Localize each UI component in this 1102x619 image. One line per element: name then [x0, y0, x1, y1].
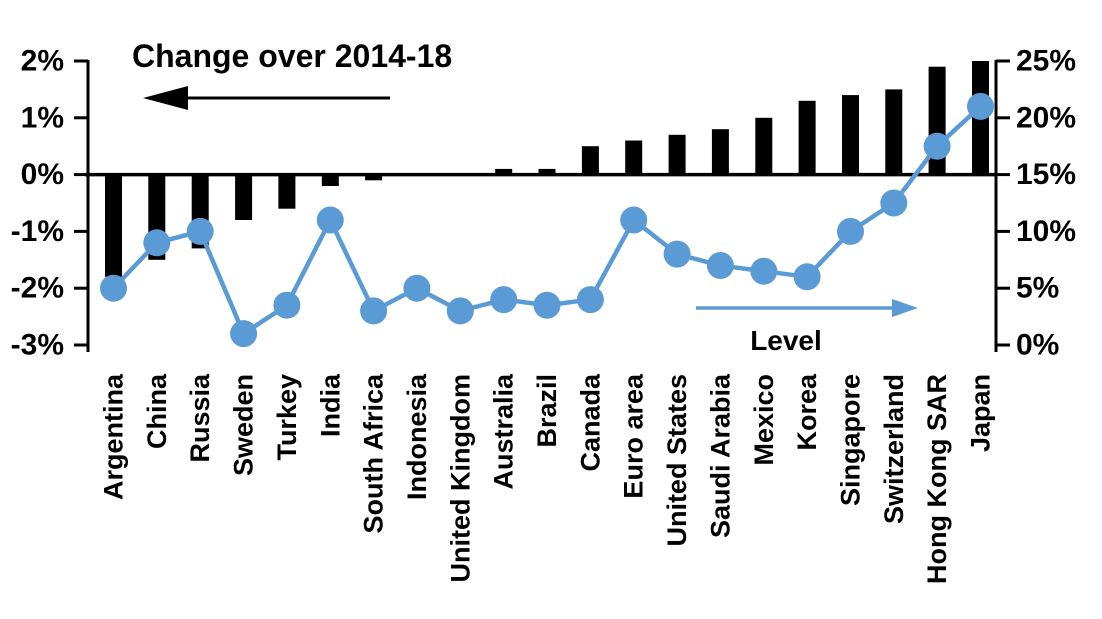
bar-argentina	[105, 174, 122, 277]
category-label-united-states: United States	[662, 374, 692, 547]
category-label-hong-kong-sar: Hong Kong SAR	[922, 374, 952, 584]
right-arrow-icon	[892, 299, 918, 317]
bar-korea	[798, 100, 816, 175]
level-marker-argentina	[100, 274, 127, 302]
left-axis-tick-label: 1%	[21, 101, 64, 134]
bar-brazil	[538, 168, 556, 175]
category-label-saudi-arabia: Saudi Arabia	[705, 373, 735, 538]
category-label-china: China	[142, 373, 172, 449]
category-label-australia: Australia	[489, 373, 519, 490]
level-marker-australia	[490, 286, 518, 314]
left-axis-tick-label: -2%	[11, 272, 64, 305]
level-marker-sweden	[230, 320, 258, 348]
category-labels-group: Argentina China Russia Sweden Turkey India Sou…	[99, 373, 996, 584]
right-axis-tick-label: 20%	[1016, 101, 1076, 134]
bar-turkey	[278, 174, 296, 209]
bar-sweden	[235, 174, 253, 220]
level-marker-mexico	[750, 257, 778, 285]
category-label-south-africa: South Africa	[359, 373, 389, 533]
category-label-indonesia: Indonesia	[402, 373, 432, 500]
level-marker-turkey	[273, 291, 301, 319]
category-label-india: India	[315, 373, 345, 437]
bar-singapore	[842, 95, 859, 175]
level-marker-singapore	[837, 217, 864, 245]
category-label-united-kingdom: United Kingdom	[445, 374, 475, 582]
bar-canada	[581, 146, 599, 175]
level-marker-canada	[576, 286, 604, 314]
line-series-group	[100, 92, 994, 348]
right-axis-tick-label: 5%	[1016, 272, 1059, 305]
right-axis-tick-label: 25%	[1016, 45, 1076, 78]
category-label-mexico: Mexico	[749, 374, 779, 466]
left-axis-tick-label: 0%	[21, 158, 64, 191]
line-series-annotation-label: Level	[750, 325, 822, 356]
left-axis-tick-label: -3%	[11, 329, 64, 362]
level-marker-saudi-arabia	[706, 252, 734, 279]
level-marker-indonesia	[403, 274, 431, 302]
level-marker-united-kingdom	[446, 297, 474, 325]
level-marker-switzerland	[880, 189, 908, 217]
right-axis-tick-label: 0%	[1016, 329, 1059, 362]
category-label-switzerland: Switzerland	[879, 374, 909, 524]
bar-switzerland	[885, 89, 903, 175]
bar-mexico	[755, 117, 773, 175]
right-axis-tick-label: 10%	[1016, 215, 1076, 248]
level-marker-south-africa	[360, 297, 388, 325]
level-marker-china	[143, 229, 171, 257]
bar-series-annotation-label: Change over 2014-18	[132, 38, 452, 74]
level-marker-united-states	[663, 240, 691, 268]
category-label-argentina: Argentina	[99, 373, 129, 500]
axes-group: 2% 1% 0% -1% -2% -3% 25% 20% 15% 10% 5% 0%	[11, 45, 1076, 362]
level-marker-russia	[186, 217, 214, 245]
category-label-korea: Korea	[792, 373, 822, 451]
level-marker-hong-kong-sar	[923, 132, 951, 160]
right-axis-tick-label: 15%	[1016, 158, 1076, 191]
bar-india	[321, 174, 339, 186]
category-label-singapore: Singapore	[836, 374, 866, 506]
category-label-canada: Canada	[575, 373, 605, 472]
category-label-russia: Russia	[185, 373, 215, 463]
category-label-euro-area: Euro area	[619, 373, 649, 499]
level-marker-euro-area	[620, 206, 648, 234]
left-axis-tick-label: 2%	[21, 45, 64, 78]
bar-euro-area	[625, 140, 643, 175]
level-marker-india	[316, 206, 344, 234]
bar-series-group	[105, 61, 989, 277]
left-axis-tick-label: -1%	[11, 215, 64, 248]
bar-australia	[495, 168, 513, 175]
category-label-brazil: Brazil	[532, 374, 562, 448]
level-marker-brazil	[533, 291, 561, 319]
bar-south-africa	[365, 174, 383, 181]
category-label-turkey: Turkey	[272, 374, 302, 461]
left-arrow-icon	[143, 86, 188, 110]
level-marker-korea	[793, 263, 821, 291]
level-marker-japan	[967, 92, 994, 120]
category-label-japan: Japan	[966, 374, 996, 452]
annotations-group: Change over 2014-18 Level	[132, 38, 918, 356]
bar-united-states	[668, 134, 686, 175]
category-label-sweden: Sweden	[229, 374, 259, 476]
bar-saudi-arabia	[711, 129, 729, 175]
